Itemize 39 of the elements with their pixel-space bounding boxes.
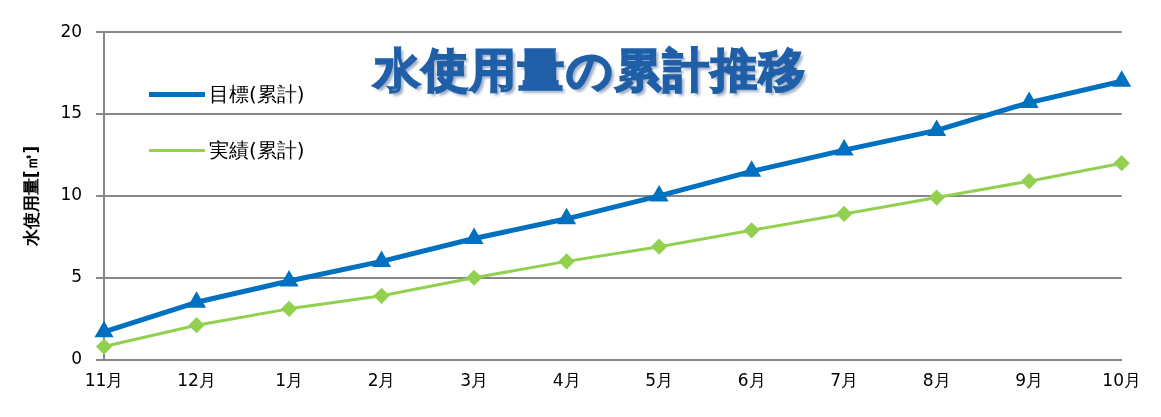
legend-label: 実績(累計) bbox=[209, 136, 305, 164]
x-tick-label: 8月 bbox=[922, 370, 951, 391]
point bbox=[464, 227, 484, 244]
y-axis-title: 水使用量[㎥] bbox=[20, 145, 41, 248]
y-tick-label: 5 bbox=[71, 266, 83, 287]
point bbox=[834, 139, 854, 156]
point bbox=[96, 339, 112, 354]
point bbox=[279, 270, 299, 287]
x-tick-label: 5月 bbox=[645, 370, 674, 391]
point bbox=[1112, 70, 1131, 87]
y-tick-label: 10 bbox=[60, 184, 83, 205]
x-tick-label: 6月 bbox=[737, 370, 766, 391]
x-tick-label: 2月 bbox=[367, 370, 396, 391]
point bbox=[836, 206, 852, 222]
y-tick-label: 20 bbox=[60, 20, 83, 41]
x-tick-label: 11月 bbox=[84, 370, 124, 391]
point bbox=[466, 270, 482, 286]
point bbox=[1114, 155, 1130, 171]
point bbox=[281, 301, 297, 317]
point bbox=[189, 317, 205, 333]
point bbox=[744, 222, 760, 238]
x-tick-label: 12月 bbox=[177, 370, 216, 391]
x-tick-label: 4月 bbox=[552, 370, 581, 391]
point bbox=[929, 190, 945, 206]
y-tick-label: 15 bbox=[60, 102, 83, 123]
point bbox=[927, 119, 946, 136]
x-tick-label: 3月 bbox=[460, 370, 488, 391]
legend-label: 目標(累計) bbox=[209, 80, 305, 108]
point bbox=[559, 253, 575, 269]
x-tick-label: 1月 bbox=[275, 370, 303, 391]
y-tick-label: 0 bbox=[71, 348, 83, 369]
x-tick-label: 10月 bbox=[1102, 370, 1141, 391]
point bbox=[651, 239, 667, 255]
x-tick-label: 9月 bbox=[1015, 370, 1044, 391]
point bbox=[374, 288, 390, 304]
x-tick-label: 7月 bbox=[830, 370, 859, 391]
chart-title: 水使用量の累計推移 bbox=[374, 42, 808, 100]
point bbox=[1021, 173, 1037, 189]
point bbox=[742, 160, 761, 177]
